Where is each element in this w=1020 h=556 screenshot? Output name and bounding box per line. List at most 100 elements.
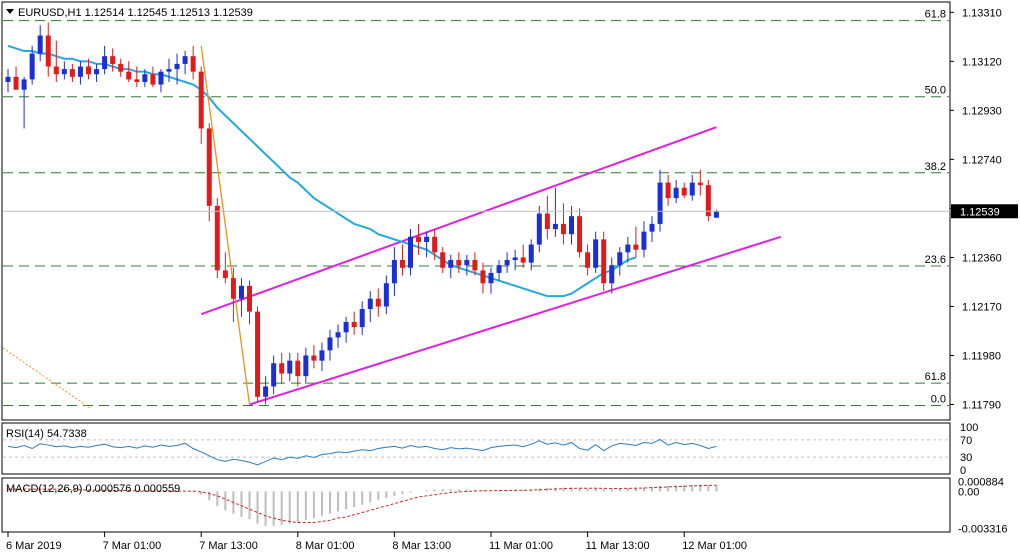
candle-body xyxy=(247,285,252,312)
candle-body xyxy=(303,355,309,377)
candle-body xyxy=(593,239,599,268)
candle-body xyxy=(311,355,317,361)
candle-body xyxy=(5,76,11,82)
candle-body xyxy=(657,182,663,224)
macd-signal-line xyxy=(8,484,717,524)
candle-body xyxy=(126,71,132,80)
candle-body xyxy=(13,76,19,90)
rsi-pane[interactable] xyxy=(1,422,951,475)
candle-body xyxy=(641,231,647,250)
ascending-channel xyxy=(200,126,782,406)
candle-body xyxy=(456,260,462,266)
candle-body xyxy=(504,260,510,266)
candle-body xyxy=(53,66,59,75)
candle-body xyxy=(512,257,518,261)
candle-body xyxy=(665,182,671,199)
candle-body xyxy=(230,278,236,299)
rsi-line xyxy=(7,438,717,466)
candle-body xyxy=(424,236,430,242)
candle-body xyxy=(480,270,486,284)
macd-tick-label: 0.00 xyxy=(958,486,979,498)
price-tick-label: 1.13310 xyxy=(962,7,1002,19)
price-tick-label: 1.12930 xyxy=(962,105,1002,117)
candle-body xyxy=(279,363,285,374)
candle-body xyxy=(327,337,333,351)
candle-body xyxy=(343,321,349,333)
macd-pane[interactable] xyxy=(1,477,951,533)
rsi-tick-label: 70 xyxy=(960,435,972,447)
fib-level-label: 50.0 xyxy=(925,85,946,97)
rsi-tick-label: 100 xyxy=(960,422,978,434)
time-tick-label: 12 Mar 01:00 xyxy=(682,540,747,552)
candle-body xyxy=(238,285,244,299)
candle-body xyxy=(472,260,478,271)
candle-body xyxy=(150,74,156,85)
candle-body xyxy=(569,216,574,235)
candle-body xyxy=(295,360,301,377)
current-price-tag xyxy=(951,204,1018,219)
fib-level-label: 38.2 xyxy=(925,161,946,173)
fib-level-label: 23.6 xyxy=(925,254,946,266)
candle-body xyxy=(649,223,655,232)
candle-body xyxy=(383,283,389,307)
fib-level-label: 61.8 xyxy=(925,371,946,383)
candle-body xyxy=(416,236,422,242)
candle-body xyxy=(255,311,261,397)
chart-header: EURUSD,H1 1.12514 1.12545 1.12513 1.1253… xyxy=(18,7,253,19)
candle-body xyxy=(198,71,204,129)
candle-body xyxy=(77,66,83,77)
channel-lower-line xyxy=(249,235,782,406)
candle-body xyxy=(391,260,397,284)
candle-body xyxy=(601,239,607,284)
candle-body xyxy=(190,56,196,72)
candle-body xyxy=(206,128,212,206)
candle-body xyxy=(37,35,43,54)
candle-body xyxy=(351,321,357,328)
candle-body xyxy=(544,213,550,230)
current-price-label: 1.12539 xyxy=(960,206,1000,218)
candle-body xyxy=(585,252,591,268)
price-tick-label: 1.12360 xyxy=(962,252,1002,264)
swing-line-segment xyxy=(200,45,251,405)
fibonacci-retracement-levels: 61.8 50.0 38.2 23.6 61.8 0.0 xyxy=(3,9,949,407)
candle-body xyxy=(271,363,277,387)
candle-body xyxy=(287,360,293,374)
price-tick-label: 1.13120 xyxy=(962,56,1002,68)
candle-body xyxy=(560,223,566,235)
price-axis: 1.133101.131201.129301.127401.125501.123… xyxy=(3,7,1002,412)
candle-body xyxy=(399,260,405,268)
time-tick-label: 7 Mar 01:00 xyxy=(103,540,162,552)
candle-body xyxy=(86,66,91,75)
price-tick-label: 1.11980 xyxy=(962,350,1001,362)
candle-body xyxy=(705,185,711,217)
candle-body xyxy=(214,205,220,271)
candle-body xyxy=(633,244,639,250)
rsi-tick-label: 0 xyxy=(960,465,966,477)
rsi-tick-label: 30 xyxy=(960,452,972,464)
candle-body xyxy=(174,63,180,70)
candle-body xyxy=(69,69,75,77)
triangle-down-icon[interactable] xyxy=(6,9,14,14)
candle-body xyxy=(29,53,35,80)
candle-body xyxy=(158,71,164,85)
rsi-title: RSI(14) 54.7338 xyxy=(6,428,87,440)
candle-body xyxy=(520,257,526,263)
candle-body xyxy=(408,236,413,268)
candle-body xyxy=(375,298,381,307)
candle-body xyxy=(625,244,631,253)
candle-body xyxy=(673,187,679,199)
time-tick-label: 11 Mar 01:00 xyxy=(489,540,553,552)
candle-body xyxy=(94,69,100,75)
candle-body xyxy=(118,63,124,72)
candle-body xyxy=(359,309,365,328)
candle-body xyxy=(496,265,502,273)
candle-body xyxy=(102,56,108,70)
candle-body xyxy=(110,56,116,64)
candle-body xyxy=(488,272,494,284)
candle-body xyxy=(440,252,446,268)
candle-body xyxy=(222,270,228,279)
candle-body xyxy=(319,350,325,361)
